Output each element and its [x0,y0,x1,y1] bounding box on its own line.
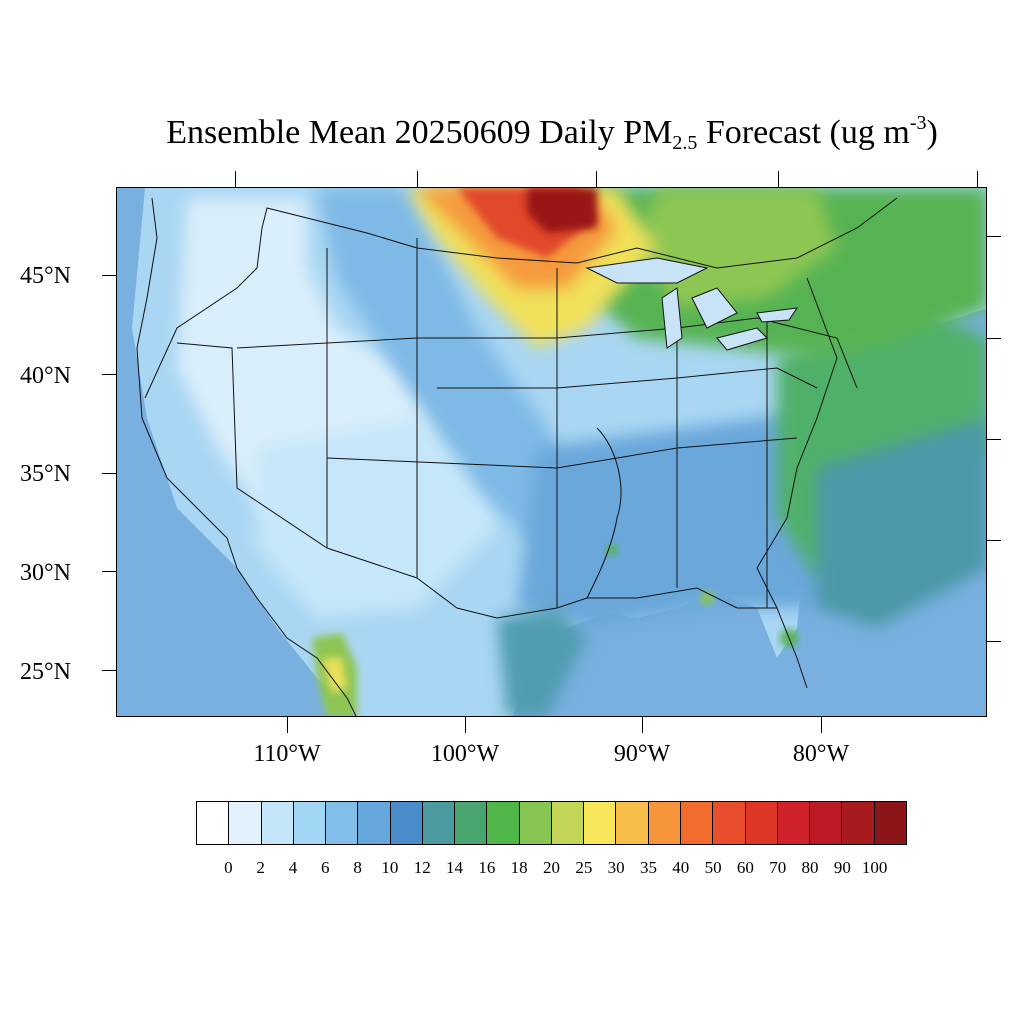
lon-label-80w: 80°W [792,741,850,767]
colorbar-label-8: 8 [353,858,362,877]
lat-label-35n: 35°N [20,461,71,487]
tick-right-4 [987,540,1001,541]
colorbar-label-50: 50 [704,858,722,877]
tick-top-4 [778,171,779,187]
colorbar-label-80: 80 [801,858,819,877]
colorbar-label-18: 18 [510,858,528,877]
colorbar-label-20: 20 [543,858,560,877]
colorbar-box-15 [680,802,714,844]
southwest-light-region [257,418,497,618]
colorbar-label-25: 25 [575,858,593,877]
colorbar [196,801,907,845]
lat-label-30n: 30°N [20,560,71,586]
lon-label-110w: 110°W [253,741,321,767]
colorbar-box-16 [713,802,746,844]
lat-label-40n: 40°N [20,363,71,389]
tick-top-1 [235,171,236,187]
central-blue-band [317,188,587,548]
lat-label-45n: 45°N [20,263,71,289]
title-prefix: Ensemble Mean 20250609 Daily PM [166,114,673,151]
map-panel [116,187,987,717]
colorbar-box-6 [390,802,423,844]
colorbar-label-0: 0 [224,858,233,877]
colorbar-label-40: 40 [672,858,690,877]
tick-right-2 [987,338,1001,339]
colorbar-label-10: 10 [381,858,399,877]
tick-top-5 [977,171,978,187]
great-lakes [585,257,799,351]
mexico-hotspot-yellow [322,658,347,693]
colorbar-box-17 [745,802,778,844]
tick-left-25 [102,670,116,671]
gulf-teal-coast [497,608,587,716]
smoke-plume-darkred [527,188,597,233]
colorbar-box-10 [519,802,552,844]
louisiana-hotspot [606,544,618,556]
colorbar-label-12: 12 [413,858,431,877]
tick-right-1 [987,236,1001,237]
title-superscript: -3 [909,112,927,134]
colorbar-box-5 [358,802,391,844]
atlantic-teal-band [817,418,986,628]
lat-label-25n: 25°N [20,659,71,685]
colorbar-box-2 [261,802,294,844]
colorbar-label-30: 30 [607,858,625,877]
tick-bottom-100 [465,717,466,733]
colorbar-box-20 [842,802,875,844]
tick-bottom-110 [287,717,288,733]
tick-left-30 [102,571,116,572]
colorbar-label-90: 90 [833,858,851,877]
colorbar-box-18 [777,802,811,844]
tick-left-45 [102,275,116,276]
tick-top-3 [596,171,597,187]
colorbar-box-21 [874,802,906,844]
title-subscript: 2.5 [672,132,698,154]
tick-left-40 [102,374,116,375]
tick-right-5 [987,641,1001,642]
colorbar-box-13 [616,802,649,844]
colorbar-box-4 [326,802,359,844]
pm25-map [117,188,986,716]
colorbar-box-8 [455,802,488,844]
tick-top-2 [417,171,418,187]
colorbar-box-9 [487,802,520,844]
colorbar-label-2: 2 [256,858,265,877]
colorbar-label-14: 14 [446,858,464,877]
tick-bottom-90 [642,717,643,733]
colorbar-label-60: 60 [736,858,754,877]
colorbar-label-16: 16 [478,858,496,877]
lon-label-100w: 100°W [430,741,500,767]
tick-bottom-80 [821,717,822,733]
lon-label-90w: 90°W [613,741,671,767]
tick-right-3 [987,439,1001,440]
colorbar-label-4: 4 [288,858,298,877]
colorbar-box-1 [229,802,262,844]
title-middle: Forecast (ug m [697,114,910,151]
colorbar-label-70: 70 [769,858,787,877]
colorbar-label-100: 100 [861,858,888,877]
colorbar-box-19 [810,802,843,844]
colorbar-box-11 [551,802,585,844]
title-suffix: ) [926,114,938,151]
colorbar-box-14 [648,802,681,844]
colorbar-box-7 [422,802,456,844]
colorbar-box-0 [197,802,230,844]
colorbar-label-35: 35 [639,858,657,877]
tick-left-35 [102,473,116,474]
colorbar-box-3 [293,802,327,844]
colorbar-box-12 [584,802,617,844]
colorbar-label-6: 6 [321,858,330,877]
map-title: Ensemble Mean 20250609 Daily PM2.5 Forec… [0,112,1024,155]
